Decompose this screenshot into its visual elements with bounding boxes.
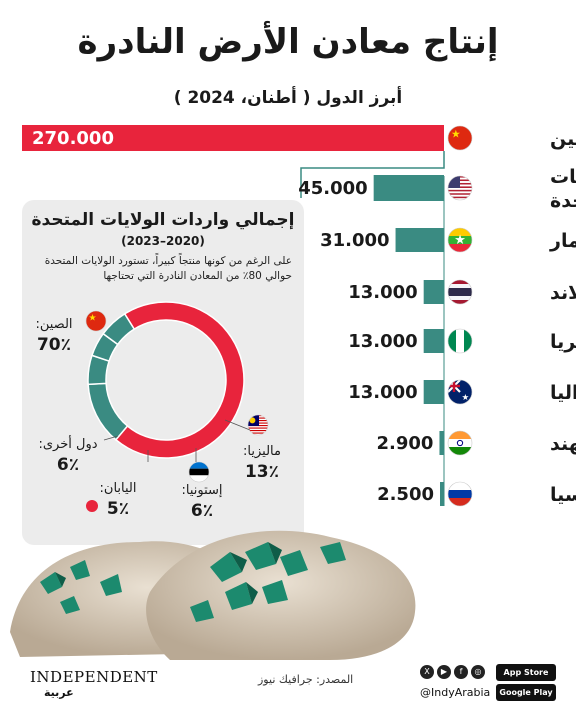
svg-text:★: ★: [451, 127, 461, 140]
flag-china-icon: ★: [447, 125, 473, 151]
donut-leader-3: [103, 435, 119, 441]
page-title: إنتاج معادن الأرض النادرة: [77, 22, 499, 62]
bar-6: [439, 431, 444, 455]
donut-slice-4: [102, 312, 136, 346]
bar-3: [423, 280, 444, 304]
page-subtitle: أبرز الدول ( أطنان، 2024 ): [173, 88, 403, 108]
google-play-button[interactable]: Google Play: [496, 684, 556, 701]
flag-estonia-icon: [188, 461, 210, 483]
donut-leader-0: [224, 419, 251, 431]
brand-logo-arabic: عربية: [44, 686, 74, 699]
flag-russia-icon: [447, 481, 473, 507]
bar-7: [440, 482, 444, 506]
bar-category-label-3: تايلاند: [550, 282, 576, 304]
bar-value-label-3: 13.000: [348, 282, 417, 303]
donut-label-1: ماليزيا:: [243, 444, 281, 459]
donut-label-4: دول أخرى:: [38, 435, 97, 452]
minerals-photo: [10, 530, 416, 660]
bar-5: [423, 380, 444, 404]
bar-value-label-4: 13.000: [348, 331, 417, 352]
flag-china-icon: ★: [85, 310, 107, 332]
donut-chart: الصين: 70٪ ★ ماليزيا: 13٪ إستونيا: 6٪ اليابان: 5…: [35, 301, 281, 521]
flag-india-icon: [447, 430, 473, 456]
x-icon[interactable]: X: [420, 665, 434, 679]
imports-panel: إجمالي واردات الولايات المتحدة (2020–202…: [22, 200, 304, 545]
imports-title: إجمالي واردات الولايات المتحدة: [31, 210, 295, 230]
youtube-icon[interactable]: ▶: [437, 665, 451, 679]
bar-1: [373, 175, 444, 201]
donut-label-0: الصين:: [35, 317, 72, 332]
bar-value-label-7: 2.500: [377, 484, 434, 505]
bar-value-label-2: 31.000: [320, 230, 389, 251]
svg-text:★: ★: [88, 314, 96, 324]
donut-value-2: 6٪: [191, 501, 213, 521]
donut-slice-1: [87, 382, 129, 441]
bar-4: [423, 329, 444, 353]
imports-period: (2020–2023): [121, 234, 205, 248]
flag-thailand-icon: [447, 279, 473, 305]
bar-category-label-7: روسيا: [550, 484, 576, 506]
donut-value-0: 70٪: [37, 335, 71, 355]
bar-value-label-5: 13.000: [348, 382, 417, 403]
facebook-icon[interactable]: f: [454, 665, 468, 679]
flag-japan-icon: [86, 500, 98, 512]
flag-malaysia-icon: [247, 414, 269, 436]
bar-0: [22, 125, 444, 151]
bar-value-label-6: 2.900: [377, 433, 434, 454]
imports-note: على الرغم من كونها منتجاً كبيراً، تستورد…: [44, 255, 292, 282]
bar-category-label-0: الصين: [550, 128, 576, 150]
bar-value-label-1: 45.000: [298, 178, 367, 199]
flag-usa-icon: [447, 175, 473, 201]
source-note: المصدر: جرافيك نيوز: [258, 673, 354, 686]
donut-value-3: 5٪: [107, 499, 129, 519]
bar-category-label-5: أستراليا: [550, 380, 576, 404]
bar-category-label-4: نيجيريا: [550, 331, 576, 353]
app-store-button[interactable]: App Store: [496, 664, 556, 681]
svg-text:★: ★: [462, 392, 470, 402]
donut-slice-0: [114, 301, 245, 459]
bar-value-label-0: 270.000: [32, 128, 114, 149]
bar-category-label-2: ميانمار: [549, 230, 576, 252]
instagram-icon[interactable]: ◎: [471, 665, 485, 679]
donut-label-2: إستونيا:: [181, 483, 222, 498]
flag-australia-icon: ★: [447, 379, 473, 405]
social-handle[interactable]: @IndyArabia: [420, 686, 491, 699]
svg-text:★: ★: [454, 233, 466, 248]
bar-2: [395, 228, 444, 252]
flag-nigeria-icon: [447, 328, 473, 354]
donut-label-3: اليابان:: [100, 481, 137, 496]
brand-logo: INDEPENDENT: [30, 668, 158, 686]
connector-line: [300, 151, 445, 198]
donut-value-4: 6٪: [57, 455, 79, 475]
bar-category-label-6: الهند: [550, 433, 576, 455]
flag-myanmar-icon: ★: [447, 227, 473, 253]
donut-value-1: 13٪: [245, 462, 279, 482]
